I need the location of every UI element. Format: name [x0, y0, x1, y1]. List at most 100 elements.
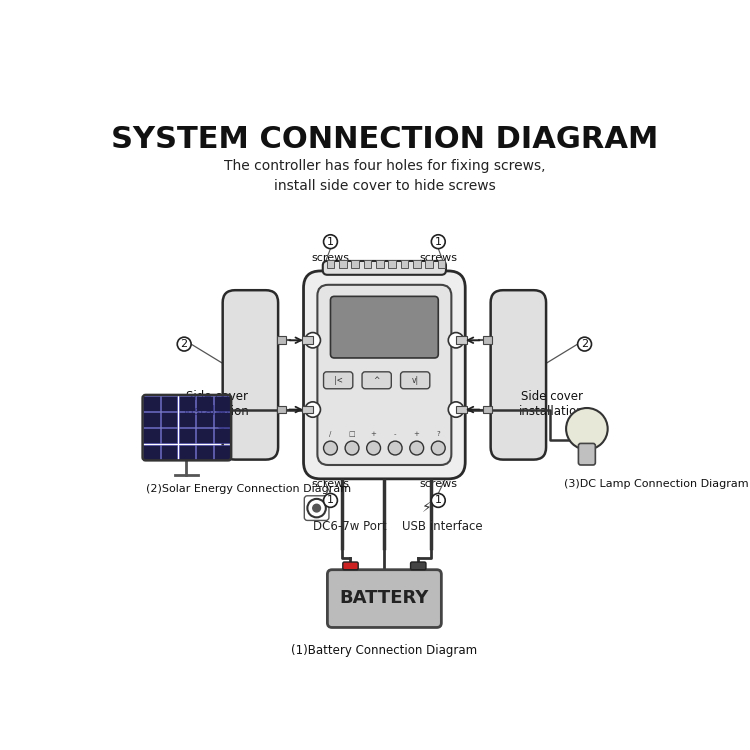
Circle shape [431, 441, 445, 455]
Bar [161, 396, 177, 410]
Text: BATTERY: BATTERY [340, 590, 429, 608]
FancyBboxPatch shape [322, 261, 446, 274]
FancyBboxPatch shape [578, 443, 596, 465]
Bar [214, 445, 230, 460]
Bar [437, 260, 446, 268]
FancyBboxPatch shape [362, 372, 392, 388]
Bar [196, 412, 213, 427]
FancyBboxPatch shape [323, 372, 352, 388]
Bar [161, 428, 177, 443]
Bar [425, 260, 433, 268]
Circle shape [305, 332, 320, 348]
Bar [143, 396, 160, 410]
Bar [400, 260, 408, 268]
Text: 1: 1 [327, 237, 334, 247]
Bar [277, 406, 286, 413]
Bar [196, 396, 213, 410]
Text: □: □ [349, 431, 355, 437]
Bar [483, 337, 492, 344]
FancyBboxPatch shape [304, 271, 465, 478]
Text: Side cover
installation: Side cover installation [519, 390, 585, 418]
Circle shape [367, 441, 380, 455]
Text: -: - [394, 431, 397, 437]
Text: (2)Solar Energy Connection Diagram: (2)Solar Energy Connection Diagram [146, 484, 352, 494]
Text: /: / [329, 431, 332, 437]
Circle shape [431, 235, 445, 248]
Bar [456, 406, 466, 413]
Circle shape [431, 494, 445, 507]
Bar [143, 445, 160, 460]
FancyBboxPatch shape [410, 562, 426, 570]
Bar [214, 428, 230, 443]
Circle shape [448, 402, 464, 417]
Circle shape [305, 402, 320, 417]
Text: v|: v| [412, 376, 419, 385]
Text: screws: screws [419, 254, 458, 263]
FancyBboxPatch shape [331, 296, 438, 358]
Bar [178, 396, 195, 410]
FancyBboxPatch shape [223, 290, 278, 460]
FancyBboxPatch shape [400, 372, 430, 388]
Text: ^: ^ [374, 376, 380, 385]
Text: screws: screws [311, 254, 350, 263]
FancyBboxPatch shape [328, 570, 441, 628]
Bar [214, 396, 230, 410]
Bar [483, 406, 492, 413]
Circle shape [177, 338, 191, 351]
Text: screws: screws [419, 478, 458, 489]
Bar [376, 260, 383, 268]
Text: The controller has four holes for fixing screws,
install side cover to hide scre: The controller has four holes for fixing… [224, 159, 545, 193]
Bar [364, 260, 371, 268]
Text: Side cover
installation: Side cover installation [184, 390, 250, 418]
Text: 1: 1 [435, 237, 442, 247]
Bar [196, 445, 213, 460]
Text: 2: 2 [581, 339, 588, 349]
Circle shape [578, 338, 592, 351]
Text: (1)Battery Connection Diagram: (1)Battery Connection Diagram [291, 644, 478, 658]
Circle shape [323, 441, 338, 455]
Text: (3)DC Lamp Connection Diagram: (3)DC Lamp Connection Diagram [564, 478, 748, 489]
Bar [178, 412, 195, 427]
Text: USB interface: USB interface [402, 520, 482, 533]
Bar [351, 260, 359, 268]
Bar [196, 428, 213, 443]
Circle shape [566, 408, 608, 449]
Bar [388, 260, 396, 268]
Circle shape [313, 504, 320, 512]
Bar [178, 445, 195, 460]
Text: ?: ? [436, 431, 440, 437]
Circle shape [388, 441, 402, 455]
Circle shape [345, 441, 359, 455]
Text: screws: screws [311, 478, 350, 489]
Bar [302, 337, 313, 344]
Bar [161, 412, 177, 427]
Bar [178, 428, 195, 443]
FancyBboxPatch shape [317, 285, 452, 465]
Circle shape [410, 441, 424, 455]
Circle shape [323, 235, 338, 248]
Text: 1: 1 [327, 496, 334, 506]
Circle shape [323, 494, 338, 507]
Bar [143, 412, 160, 427]
Bar [413, 260, 421, 268]
Text: 2: 2 [181, 339, 188, 349]
Bar [143, 428, 160, 443]
Circle shape [308, 499, 326, 517]
Text: DC6-7w Port: DC6-7w Port [313, 520, 386, 533]
Text: |<: |< [334, 376, 343, 385]
Bar [456, 337, 466, 344]
Text: ⚡: ⚡ [422, 501, 431, 515]
Bar [277, 337, 286, 344]
Bar [327, 260, 334, 268]
Text: +: + [414, 431, 420, 437]
Bar [339, 260, 346, 268]
Text: SYSTEM CONNECTION DIAGRAM: SYSTEM CONNECTION DIAGRAM [111, 124, 658, 154]
Bar [302, 406, 313, 413]
FancyBboxPatch shape [490, 290, 546, 460]
Circle shape [448, 332, 464, 348]
Bar [214, 412, 230, 427]
Text: +: + [370, 431, 376, 437]
Text: 1: 1 [435, 496, 442, 506]
Bar [161, 445, 177, 460]
FancyBboxPatch shape [343, 562, 358, 570]
